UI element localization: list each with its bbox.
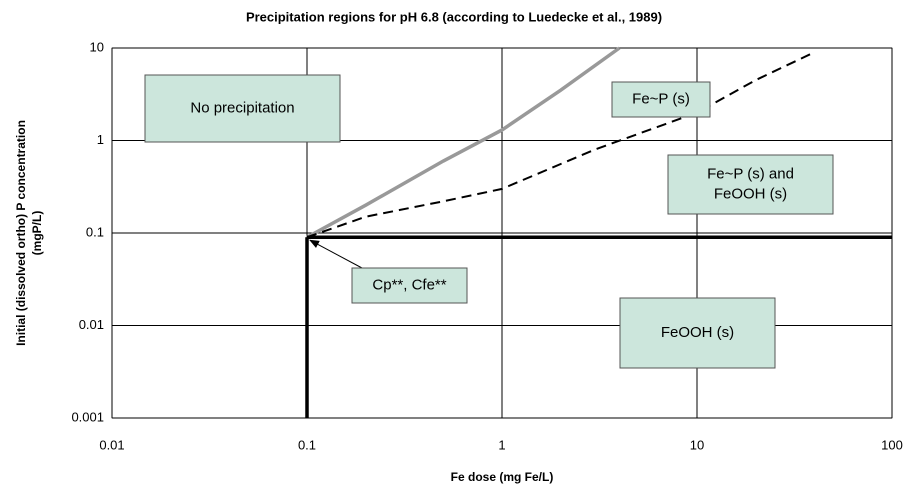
annotation-box — [351, 267, 468, 304]
annotation-box — [611, 81, 711, 118]
x-tick-label: 0.1 — [298, 437, 316, 452]
annotation-box — [667, 154, 834, 215]
annotation-arrow — [309, 239, 363, 269]
x-tick-label: 100 — [881, 437, 903, 452]
data-line — [306, 51, 815, 239]
annotation-text: No precipitation — [190, 99, 294, 116]
annotation-text: Fe~P (s) and — [707, 165, 794, 182]
chart-title: Precipitation regions for pH 6.8 (accord… — [246, 9, 662, 24]
annotation-text: Cp**, Cfe** — [372, 276, 446, 293]
x-tick-label: 0.01 — [99, 437, 124, 452]
x-tick-label: 1 — [498, 437, 505, 452]
annotation-box — [619, 297, 776, 369]
y-axis-label: Initial (dissolved ortho) P concentratio… — [14, 120, 28, 346]
y-axis-label: (mgP/L) — [30, 211, 44, 256]
annotation-text: Fe~P (s) — [632, 90, 690, 107]
annotation-box — [144, 74, 341, 143]
y-tick-label: 0.001 — [71, 409, 104, 424]
data-line — [306, 46, 621, 239]
annotation-text: FeOOH (s) — [714, 185, 787, 202]
x-axis-label: Fe dose (mg Fe/L) — [451, 470, 554, 484]
x-tick-label: 10 — [690, 437, 704, 452]
y-tick-label: 10 — [90, 39, 104, 54]
y-tick-label: 0.01 — [79, 317, 104, 332]
y-tick-label: 0.1 — [86, 224, 104, 239]
y-tick-label: 1 — [97, 132, 104, 147]
annotation-text: FeOOH (s) — [661, 324, 734, 341]
